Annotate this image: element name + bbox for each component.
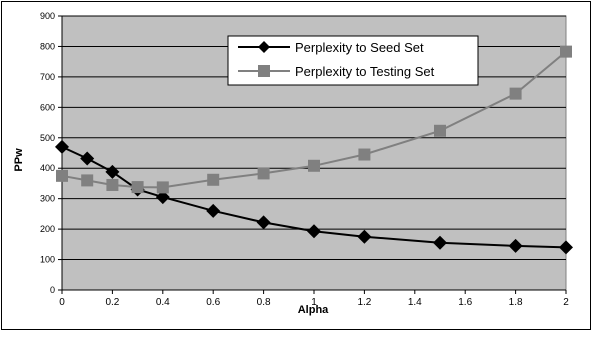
series-seed-set xyxy=(55,139,573,255)
y-tick-label: 800 xyxy=(40,41,55,51)
data-point xyxy=(207,173,220,186)
y-axis-title: PPw xyxy=(13,148,25,172)
data-point xyxy=(509,87,522,100)
data-point xyxy=(131,181,144,194)
data-point xyxy=(433,235,447,250)
data-point xyxy=(55,139,69,154)
data-point xyxy=(80,151,95,166)
data-point xyxy=(559,240,573,255)
y-tick-label: 500 xyxy=(40,133,55,143)
series-layer xyxy=(55,45,573,255)
x-tick-label: 1.6 xyxy=(458,297,472,308)
data-point xyxy=(106,178,119,191)
y-tick-label: 900 xyxy=(40,11,55,21)
legend: Perplexity to Seed Set Perplexity to Tes… xyxy=(227,35,479,86)
x-tick-label: 0.4 xyxy=(156,297,170,308)
x-tick-label: 2 xyxy=(563,297,569,308)
data-point xyxy=(307,224,321,239)
y-tick-label: 100 xyxy=(40,255,55,265)
data-point xyxy=(155,190,170,205)
axes: 0 100 200 300 400 500 600 700 800 900 0 0.2 0.4 0.6 0.… xyxy=(40,11,569,308)
y-tick-label: 700 xyxy=(40,72,55,82)
legend-entry-seed: Perplexity to Seed Set xyxy=(238,40,424,55)
y-tick-label: 0 xyxy=(50,285,55,295)
legend-marker-seed xyxy=(258,41,270,53)
data-point xyxy=(81,174,94,187)
legend-marker-testing xyxy=(258,65,270,77)
x-tick-label: 0.6 xyxy=(206,297,220,308)
data-point xyxy=(357,229,372,244)
data-point xyxy=(256,215,271,230)
x-axis-title: Alpha xyxy=(298,304,329,316)
legend-entry-testing: Perplexity to Testing Set xyxy=(238,64,435,79)
data-point xyxy=(358,148,371,161)
x-tick-label: 1.8 xyxy=(509,297,523,308)
y-tick-label: 300 xyxy=(40,194,55,204)
legend-label-seed: Perplexity to Seed Set xyxy=(295,40,424,55)
y-tick-label: 600 xyxy=(40,102,55,112)
data-point xyxy=(257,167,270,180)
x-tick-label: 0 xyxy=(59,297,65,308)
data-point xyxy=(206,203,221,218)
x-tick-label: 0.2 xyxy=(105,297,119,308)
legend-label-testing: Perplexity to Testing Set xyxy=(295,64,435,79)
data-point xyxy=(56,169,68,182)
x-tick-label: 1.2 xyxy=(357,297,371,308)
legend-box xyxy=(227,35,479,86)
y-tick-label: 400 xyxy=(40,163,55,173)
data-point xyxy=(105,164,120,179)
y-tick-label: 200 xyxy=(40,224,55,234)
data-point xyxy=(308,159,320,172)
series-testing-set xyxy=(56,45,572,194)
data-point xyxy=(508,238,523,253)
x-tick-label: 0.8 xyxy=(257,297,271,308)
data-point xyxy=(156,181,169,194)
data-point xyxy=(560,45,572,58)
data-point xyxy=(434,124,446,137)
x-tick-label: 1.4 xyxy=(408,297,422,308)
x-tick-label: 1 xyxy=(311,297,317,308)
